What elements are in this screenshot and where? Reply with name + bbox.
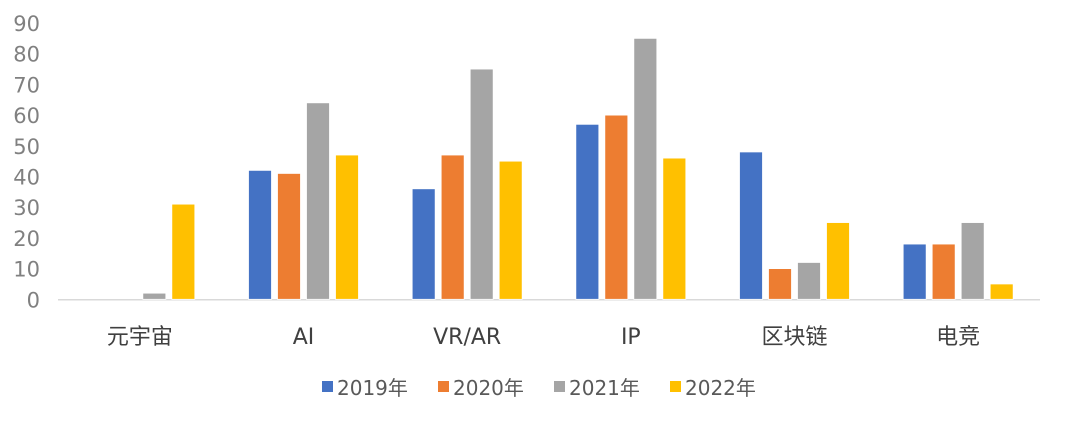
legend-label: 2021年: [569, 376, 640, 400]
y-tick-label: 40: [13, 166, 40, 190]
x-tick-label: 区块链: [761, 325, 827, 350]
bar-2019年-IP: [575, 123, 600, 300]
bar-2022年-IP: [662, 157, 687, 300]
y-tick-label: 90: [13, 12, 40, 36]
x-tick-label: 电竞: [936, 325, 980, 350]
bar-2020年-IP: [604, 114, 629, 300]
bar-2021年-IP: [633, 37, 658, 300]
legend-swatch-2021年: [554, 381, 565, 392]
legend-swatch-2019年: [322, 381, 333, 392]
y-tick-label: 50: [13, 135, 40, 159]
bar-2019年-VR/AR: [411, 188, 436, 300]
bar-2022年-VR/AR: [498, 160, 523, 300]
x-tick-label: IP: [621, 325, 641, 350]
bar-2019年-区块链: [739, 151, 763, 300]
y-tick-label: 20: [13, 227, 40, 251]
x-tick-label: AI: [293, 325, 315, 350]
bar-2022年-电竞: [989, 283, 1014, 300]
bar-2022年-元宇宙: [171, 203, 196, 300]
legend-swatch-2022年: [670, 381, 681, 392]
bar-2021年-AI: [306, 102, 330, 300]
bar-2020年-电竞: [931, 243, 956, 300]
y-tick-label: 10: [13, 258, 40, 282]
legend-label: 2022年: [685, 376, 756, 400]
legend-label: 2020年: [453, 376, 524, 400]
bar-2020年-AI: [277, 173, 301, 300]
y-tick-label: 0: [27, 288, 40, 312]
y-tick-label: 30: [13, 196, 40, 220]
y-tick-label: 80: [13, 43, 40, 67]
bar-2021年-电竞: [960, 222, 985, 300]
x-tick-label: 元宇宙: [107, 325, 173, 350]
bar-2020年-区块链: [768, 268, 792, 300]
bar-2021年-元宇宙: [142, 292, 167, 300]
y-tick-label: 60: [13, 104, 40, 128]
legend-label: 2019年: [337, 376, 408, 400]
bar-2020年-VR/AR: [440, 154, 465, 300]
bar-2021年-区块链: [797, 262, 821, 300]
bar-2019年-AI: [248, 169, 272, 300]
bar-2019年-电竞: [902, 243, 927, 300]
bar-2022年-AI: [335, 154, 359, 300]
legend-swatch-2020年: [438, 381, 449, 392]
bar-2021年-VR/AR: [469, 68, 494, 300]
bar-2022年-区块链: [826, 222, 850, 300]
y-tick-label: 70: [13, 73, 40, 97]
x-tick-label: VR/AR: [433, 325, 501, 350]
